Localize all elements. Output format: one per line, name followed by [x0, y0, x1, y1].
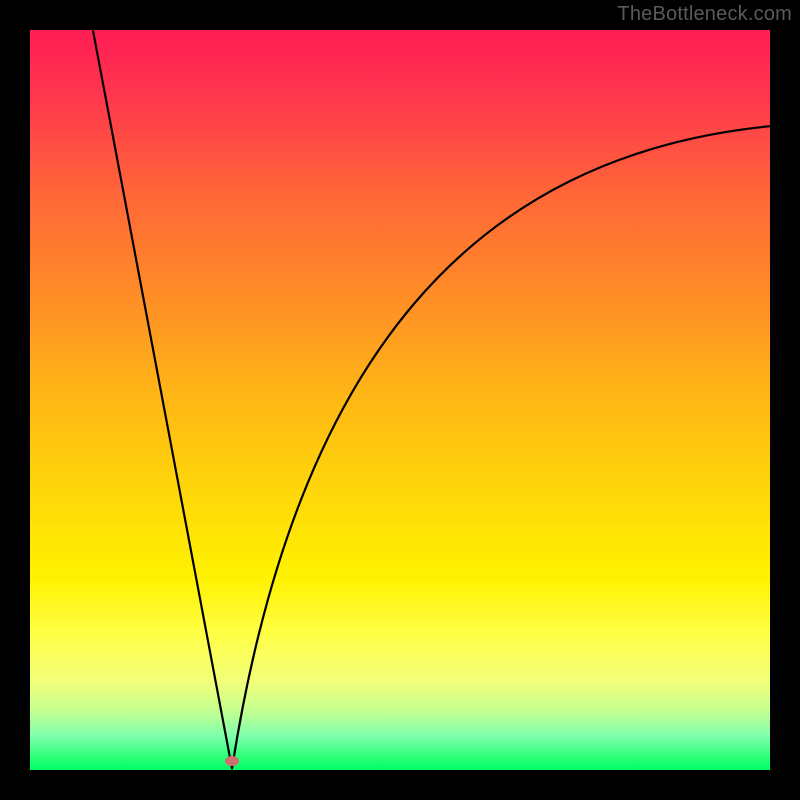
bottleneck-curve: [30, 30, 770, 770]
watermark-text: TheBottleneck.com: [617, 3, 792, 26]
chart-frame: TheBottleneck.com: [0, 0, 800, 800]
plot-area: [30, 30, 770, 770]
curve-path: [93, 30, 770, 769]
optimum-marker: [225, 756, 239, 766]
